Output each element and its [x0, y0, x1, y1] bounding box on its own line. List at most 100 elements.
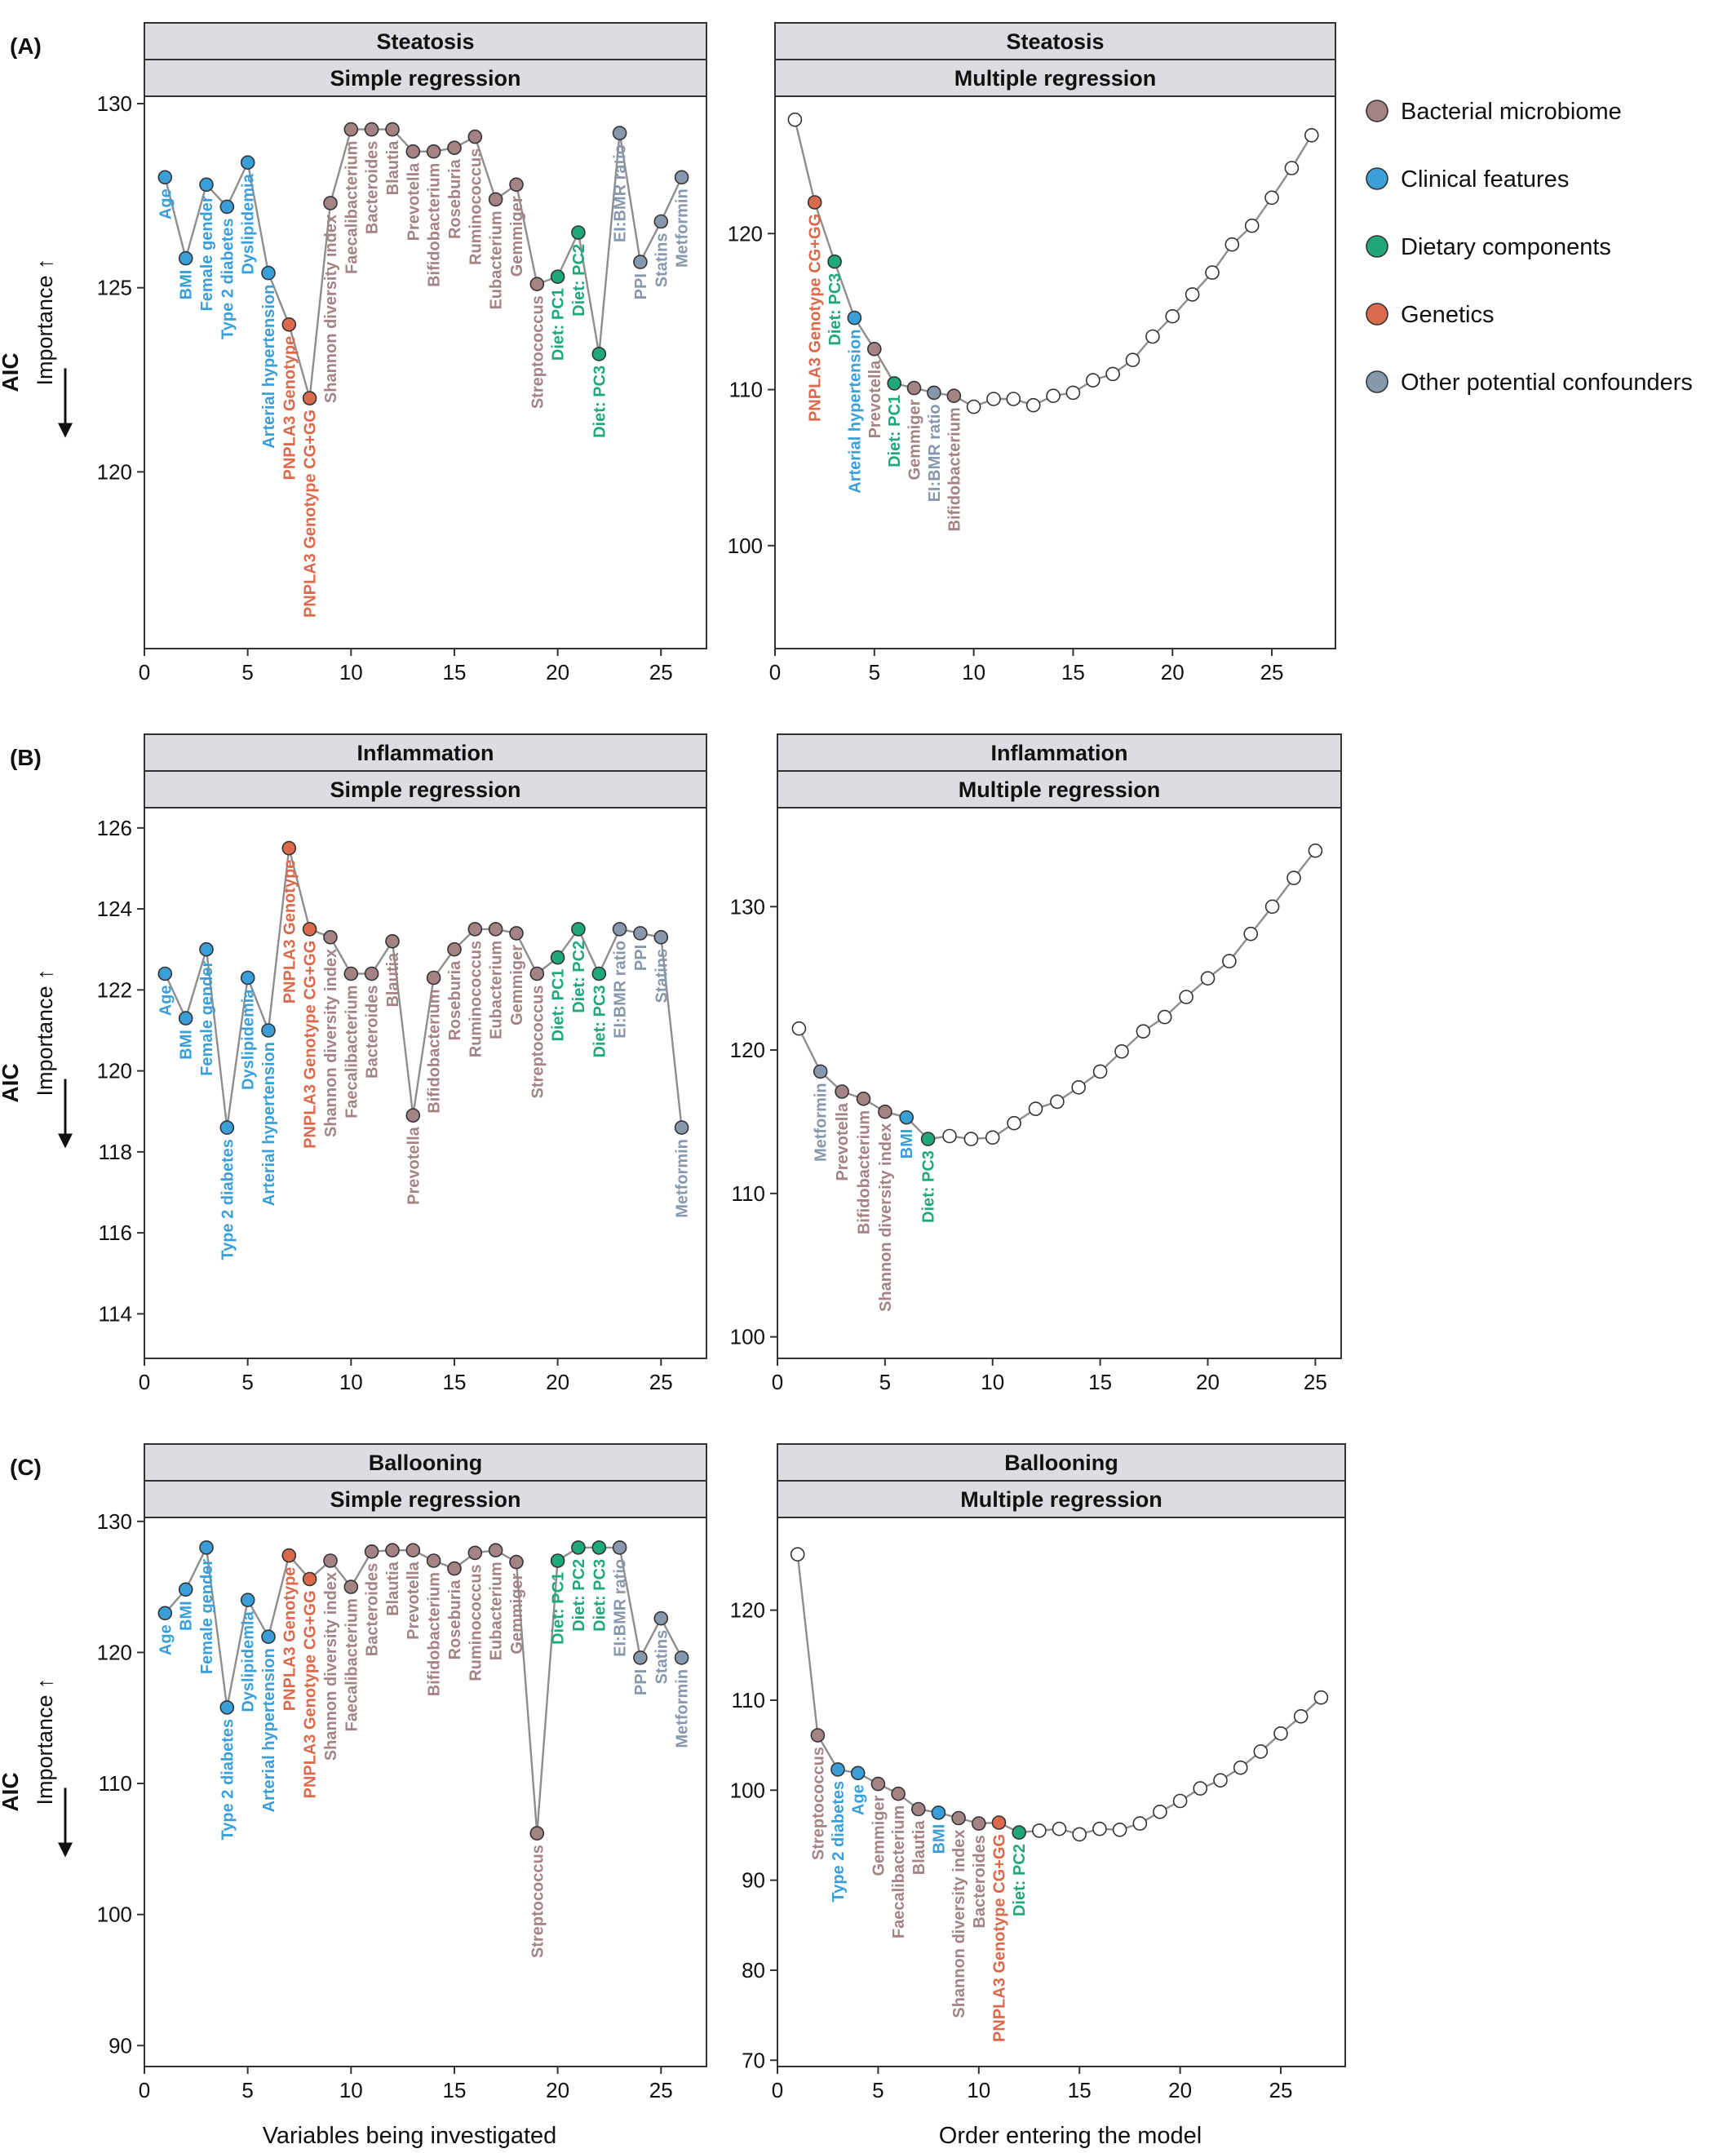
point-label: Blautia	[910, 1820, 928, 1876]
series-line	[164, 848, 683, 1128]
point-label: PPI	[632, 945, 650, 971]
point-label: BMI	[930, 1824, 948, 1854]
data-point	[1136, 1024, 1151, 1039]
y-tick-label: 120	[730, 1598, 765, 1623]
data-point	[1286, 871, 1301, 885]
x-tick-label: 15	[443, 2078, 467, 2102]
data-point	[178, 1582, 193, 1597]
data-point	[1105, 366, 1120, 382]
data-point	[529, 1826, 545, 1841]
data-point	[887, 376, 901, 391]
x-tick-label: 15	[1061, 660, 1085, 684]
x-tick-label: 20	[1196, 1370, 1220, 1394]
legend-swatch	[1366, 370, 1388, 393]
x-axis-title-left: Variables being investigated	[263, 2123, 557, 2149]
point-label: Blautia	[384, 1561, 402, 1616]
point-label: Female gender	[198, 196, 216, 311]
point-label: Gemmiger	[906, 399, 924, 480]
data-point	[856, 1092, 871, 1106]
data-point	[571, 1540, 586, 1555]
point-label: Prevotella	[866, 360, 884, 438]
point-label: Female gender	[198, 961, 216, 1076]
data-point	[827, 254, 842, 269]
data-point	[178, 250, 193, 266]
data-point	[633, 926, 648, 941]
point-label: Statins	[653, 949, 671, 1003]
outcome-strip	[777, 1443, 1346, 1482]
x-tick-label: 20	[546, 660, 569, 684]
data-point	[199, 1540, 214, 1555]
data-point	[157, 170, 173, 185]
row-tag: (C)	[10, 1455, 42, 1480]
data-point	[870, 1776, 886, 1792]
data-point	[157, 1606, 173, 1621]
point-label: Bifidobacterium	[426, 1572, 444, 1696]
x-tick-label: 0	[139, 2078, 150, 2102]
y-tick-label: 100	[97, 1903, 132, 1927]
data-point	[1224, 237, 1240, 252]
data-point	[920, 1132, 936, 1146]
point-label: Faecalibacterium	[343, 1598, 361, 1731]
plot-frame	[777, 1517, 1346, 2067]
point-label: Shannon diversity index	[877, 1123, 895, 1312]
point-label: Shannon diversity index	[322, 949, 340, 1137]
point-label: Diet: PC1	[550, 1572, 568, 1645]
point-label: Streptococcus	[809, 1747, 827, 1860]
data-point	[281, 840, 297, 856]
data-point	[1072, 1827, 1087, 1842]
data-point	[550, 1553, 565, 1568]
outcome-title: Inflammation	[990, 741, 1127, 765]
point-label: Dyslipidemia	[240, 1610, 258, 1712]
x-tick-label: 5	[879, 1370, 891, 1394]
plot-frame	[144, 95, 707, 649]
point-label: Prevotella	[405, 1561, 423, 1639]
y-tick-label: 110	[729, 378, 763, 402]
data-point	[847, 310, 862, 326]
model-strip	[777, 1480, 1346, 1518]
legend-swatch	[1366, 303, 1388, 326]
model-strip	[774, 59, 1336, 97]
x-tick-label: 20	[1168, 2078, 1192, 2102]
point-label: Statins	[653, 1630, 671, 1685]
y-tick-label: 100	[730, 1325, 765, 1349]
data-point	[835, 1084, 849, 1099]
data-point	[261, 1629, 276, 1644]
data-point	[942, 1128, 957, 1144]
legend-label: Other potential confounders	[1401, 370, 1693, 396]
data-point	[1028, 1101, 1043, 1116]
outcome-title: Inflammation	[356, 741, 494, 765]
point-label: Metformin	[674, 188, 692, 268]
x-tick-label: 0	[772, 2078, 783, 2102]
point-label: Prevotella	[405, 1126, 423, 1204]
point-label: Shannon diversity index	[322, 215, 340, 403]
data-point	[426, 1553, 441, 1568]
data-point	[787, 112, 803, 127]
data-point	[674, 1120, 689, 1135]
outcome-title: Ballooning	[1004, 1451, 1118, 1475]
data-point	[790, 1547, 805, 1562]
model-strip	[144, 770, 707, 808]
point-label: PNPLA3 Genotype CG+GG	[302, 1590, 320, 1798]
point-label: Streptococcus	[529, 986, 547, 1099]
point-label: PNPLA3 Genotype CG+GG	[991, 1834, 1009, 2042]
point-label: Dyslipidemia	[240, 173, 258, 274]
y-tick-label: 126	[97, 816, 132, 840]
point-label: EI:BMR ratio	[612, 1559, 630, 1657]
data-point	[281, 1548, 297, 1563]
point-label: EI:BMR ratio	[612, 144, 630, 242]
data-point	[931, 1805, 946, 1820]
data-point	[1046, 388, 1061, 404]
plot-frame	[777, 807, 1342, 1359]
data-point	[1025, 397, 1041, 413]
x-tick-label: 0	[139, 1370, 150, 1394]
data-point	[1233, 1760, 1248, 1775]
point-label: Faecalibacterium	[343, 985, 361, 1118]
y-axis-title: AIC	[0, 1063, 23, 1102]
data-point	[867, 341, 882, 357]
data-point	[405, 1108, 421, 1123]
data-point	[467, 1545, 483, 1561]
y-tick-label: 70	[742, 2048, 765, 2072]
data-point	[1284, 161, 1300, 175]
data-point	[199, 941, 214, 957]
point-label: Blautia	[384, 140, 402, 196]
